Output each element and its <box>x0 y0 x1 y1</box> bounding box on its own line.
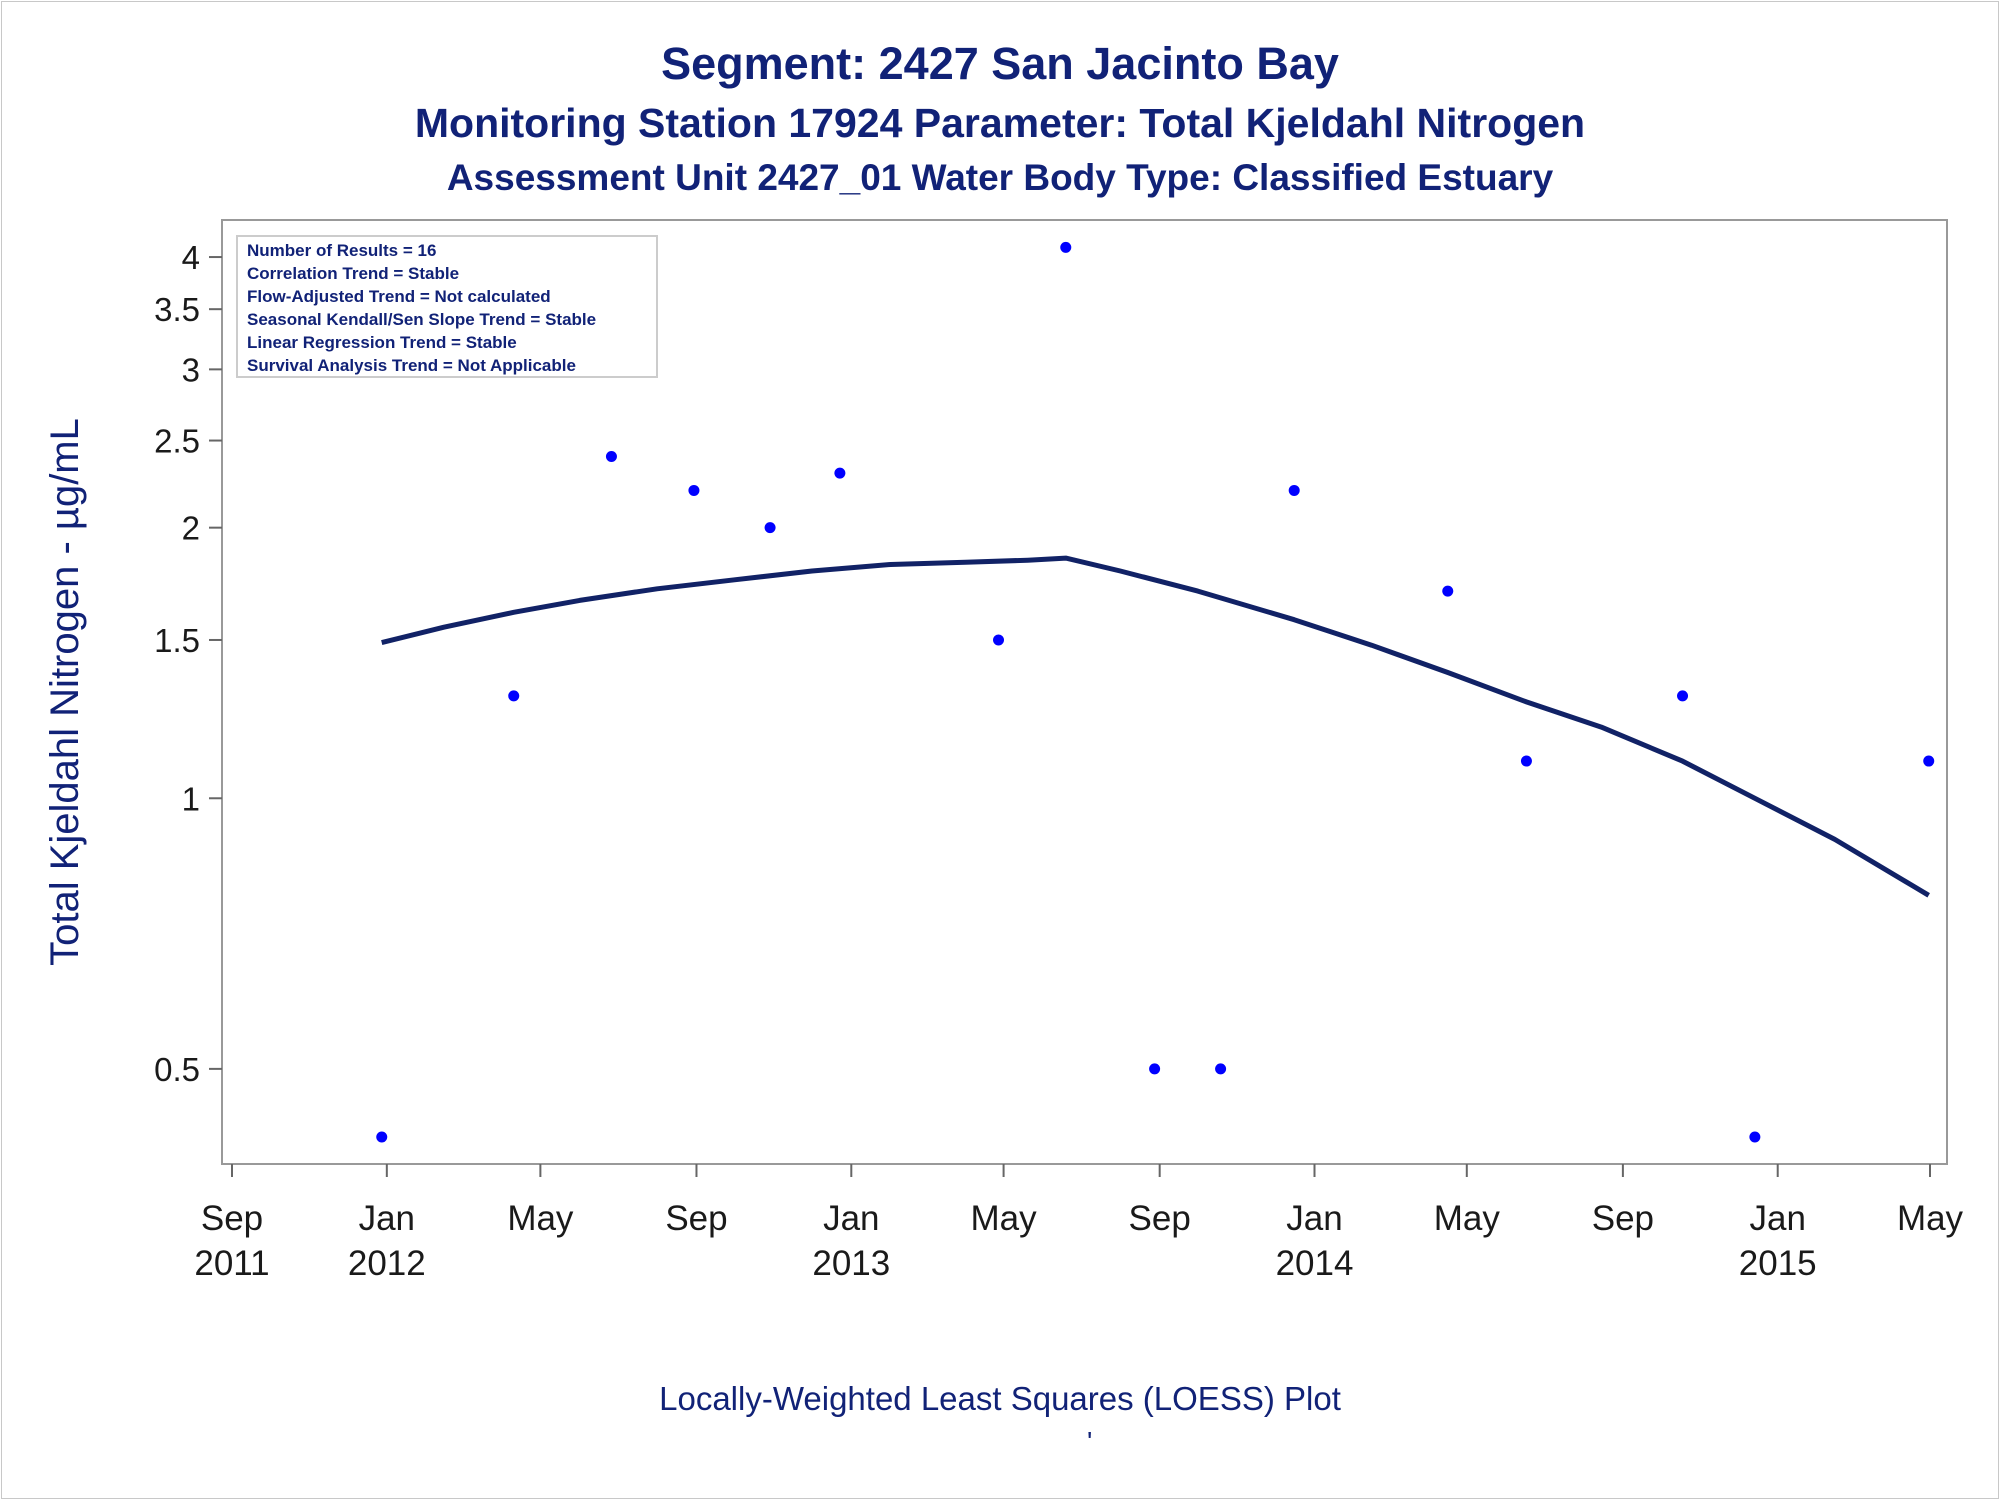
x-tick-label-month: Sep <box>201 1199 263 1238</box>
trend-summary-line: Linear Regression Trend = Stable <box>247 333 517 352</box>
x-tick-label-month: Sep <box>665 1199 727 1238</box>
x-tick-label-year: 2011 <box>194 1244 269 1283</box>
y-tick-label: 1.5 <box>154 622 200 659</box>
data-point <box>1923 755 1935 767</box>
x-tick-label-month: May <box>507 1199 574 1238</box>
trend-summary-line: Flow-Adjusted Trend = Not calculated <box>247 287 551 306</box>
footnote-mark: ' <box>1087 1426 1093 1457</box>
x-tick-label-month: Jan <box>1749 1199 1805 1238</box>
data-point <box>993 634 1005 646</box>
trend-summary-line: Number of Results = 16 <box>247 241 436 260</box>
trend-summary-line: Survival Analysis Trend = Not Applicable <box>247 356 576 375</box>
y-tick-label: 3.5 <box>154 291 200 328</box>
y-tick-label: 0.5 <box>154 1051 200 1088</box>
chart-subtitle-assessment: Assessment Unit 2427_01 Water Body Type:… <box>446 157 1554 198</box>
x-tick-label-month: Jan <box>359 1199 415 1238</box>
data-point <box>1442 585 1454 597</box>
data-point <box>1060 241 1072 253</box>
y-axis-label: Total Kjeldahl Nitrogen - µg/mL <box>43 418 87 966</box>
x-tick-label-year: 2014 <box>1276 1244 1354 1283</box>
x-tick-label-month: May <box>971 1199 1038 1238</box>
y-tick-label: 3 <box>182 351 200 388</box>
x-tick-label-month: Jan <box>1286 1199 1342 1238</box>
data-point <box>1677 690 1689 702</box>
x-tick-label-month: May <box>1434 1199 1501 1238</box>
plot-area-frame <box>221 219 1948 1165</box>
chart-footnote: Locally-Weighted Least Squares (LOESS) P… <box>659 1380 1341 1417</box>
data-point <box>1149 1063 1161 1075</box>
x-tick-label-month: Sep <box>1592 1199 1654 1238</box>
y-tick-label: 4 <box>182 239 200 276</box>
data-point <box>1520 755 1532 767</box>
x-tick-label-month: Jan <box>823 1199 879 1238</box>
x-tick-label-year: 2015 <box>1739 1244 1817 1283</box>
data-point <box>1288 484 1300 496</box>
chart-subtitle-station: Monitoring Station 17924 Parameter: Tota… <box>414 100 1586 146</box>
y-tick-label: 2 <box>182 510 200 547</box>
data-point <box>688 484 700 496</box>
data-point <box>834 467 846 479</box>
y-tick-label: 1 <box>182 780 200 817</box>
x-tick-label-year: 2013 <box>812 1244 890 1283</box>
data-point <box>605 450 617 462</box>
loess-curve <box>381 555 1930 898</box>
trend-summary-box <box>236 235 658 378</box>
y-tick-label: 2.5 <box>154 423 200 460</box>
x-tick-label-month: Sep <box>1129 1199 1191 1238</box>
data-point <box>508 690 520 702</box>
trend-summary-line: Seasonal Kendall/Sen Slope Trend = Stabl… <box>247 310 596 329</box>
data-point <box>376 1131 388 1143</box>
chart-title: Segment: 2427 San Jacinto Bay <box>661 38 1339 89</box>
x-tick-label-month: May <box>1897 1199 1964 1238</box>
data-point <box>764 522 776 534</box>
data-point <box>1215 1063 1227 1075</box>
trend-summary-line: Correlation Trend = Stable <box>247 264 459 283</box>
data-point <box>1749 1131 1761 1143</box>
x-tick-label-year: 2012 <box>348 1244 426 1283</box>
